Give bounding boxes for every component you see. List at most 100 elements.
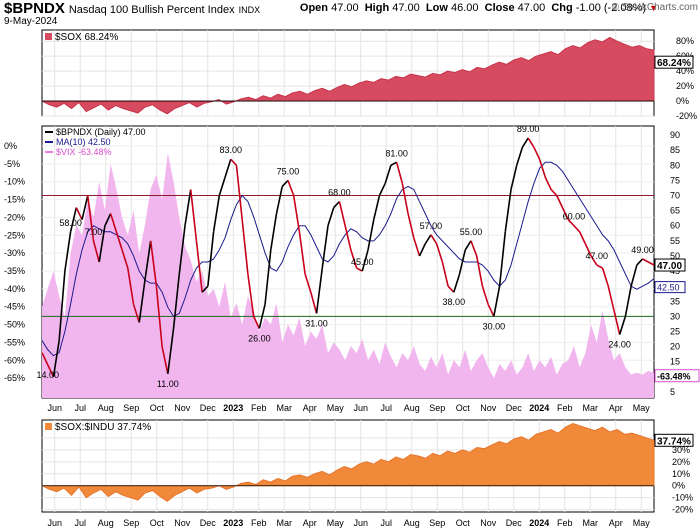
x-tick-label: Nov [480, 403, 497, 413]
y-right-tick-label: 75 [670, 175, 680, 185]
ohlc-readout: Open 47.00 High 47.00 Low 46.00 Close 47… [300, 2, 658, 14]
bpndx-segment [538, 159, 547, 178]
bpndx-segment [224, 159, 232, 178]
bpndx-segment [230, 158, 238, 166]
y-left-tick-label: -15% [4, 195, 25, 205]
ratio-legend: $SOX:$INDU 37.74% [55, 422, 151, 433]
bpndx-segment [481, 285, 489, 305]
legend-entry: $VIX -63.48% [56, 147, 112, 157]
annotation-label: 24.00 [608, 340, 631, 350]
annotation-label: 75.00 [277, 166, 300, 176]
bpndx-segment [372, 195, 381, 220]
bpndx-segment [115, 231, 123, 251]
bpndx-segment [584, 243, 592, 257]
annotation-label: 58.00 [59, 218, 82, 228]
bpndx-segment [430, 234, 438, 245]
bpndx-segment [441, 261, 449, 287]
bpndx-segment [401, 183, 409, 214]
bpndx-segment [361, 249, 369, 272]
bpndx-segment [475, 255, 484, 287]
chart-date: 9-May-2024 [4, 16, 58, 27]
bpndx-segment [384, 165, 392, 184]
x-tick-label: Jul [74, 403, 86, 413]
annotation-label: 31.00 [305, 318, 328, 328]
bpndx-segment [321, 225, 329, 269]
symbol: $BPNDX [4, 0, 65, 17]
x-tick-label: May [327, 403, 345, 413]
y-right-tick-label: 55 [670, 236, 680, 246]
y-right-tick-label: 25 [670, 327, 680, 337]
y-right-tick-label: 30 [670, 311, 680, 321]
bpndx-segment [458, 249, 467, 275]
x-tick-label: Nov [480, 518, 497, 528]
bpndx-segment [418, 243, 426, 257]
bpndx-segment [567, 219, 575, 227]
y-tick-label: -20% [672, 505, 693, 515]
bpndx-segment [138, 280, 146, 323]
x-tick-label: Dec [506, 403, 523, 413]
close-label: Close [484, 2, 515, 14]
bpndx-segment [86, 195, 95, 241]
x-tick-label: Jun [353, 518, 368, 528]
x-tick-label: Dec [506, 518, 523, 528]
bpndx-segment [550, 188, 558, 197]
low-value: 46.00 [450, 2, 479, 14]
bpndx-segment [521, 137, 529, 148]
x-tick-label: Mar [583, 518, 599, 528]
x-tick-label: Feb [557, 403, 573, 413]
bpndx-segment [464, 240, 472, 251]
bpndx-last-value: 47.00 [657, 261, 682, 272]
x-tick-label: Oct [456, 403, 471, 413]
x-tick-label: Jun [353, 403, 368, 413]
bpndx-segment [252, 316, 261, 329]
x-tick-label: Jul [380, 518, 392, 528]
bpndx-segment [75, 207, 83, 221]
x-tick-label: Jun [47, 403, 62, 413]
vix-last-value: -63.48% [657, 372, 691, 382]
value-tag [654, 258, 686, 272]
y-left-tick-label: -5% [4, 159, 20, 169]
bpndx-segment [46, 364, 55, 378]
bpndx-segment [178, 225, 186, 275]
annotation-label: 47.00 [586, 251, 609, 261]
legend-entry: $BPNDX (Daily) 47.00 [56, 127, 146, 137]
y-right-tick-label: 90 [670, 130, 680, 140]
ma-last-value: 42.50 [657, 283, 680, 293]
bpndx-segment [407, 213, 415, 239]
x-tick-label: Feb [557, 518, 573, 528]
x-tick-label: May [633, 403, 651, 413]
x-tick-label: Dec [200, 403, 217, 413]
x-tick-label: 2024 [529, 403, 549, 413]
y-left-tick-label: -25% [4, 230, 25, 240]
y-left-tick-label: 0% [4, 141, 17, 151]
legend-swatch [45, 33, 52, 40]
x-tick-label: 2024 [529, 518, 549, 528]
bpndx-segment [58, 271, 66, 341]
bpndx-segment [258, 304, 266, 329]
bpndx-segment [590, 255, 598, 266]
y-left-tick-label: -45% [4, 302, 25, 312]
bpndx-segment [350, 249, 358, 269]
bpndx-segment [527, 137, 535, 148]
y-left-tick-label: -65% [4, 373, 25, 383]
annotation-label: 45.00 [351, 257, 374, 267]
value-tag [654, 281, 686, 294]
bpndx-segment [292, 195, 301, 232]
bpndx-segment [630, 264, 638, 287]
bpndx-segment [52, 340, 60, 377]
x-tick-label: Oct [456, 518, 471, 528]
bpndx-segment [92, 240, 100, 263]
bpndx-segment [327, 207, 335, 226]
high-label: High [364, 2, 390, 14]
legend-swatch [45, 423, 52, 430]
bpndx-segment [64, 231, 72, 272]
bpndx-segment [247, 273, 255, 317]
bpndx-segment [636, 258, 644, 266]
y-left-tick-label: -50% [4, 320, 25, 330]
x-tick-label: 2023 [223, 403, 243, 413]
bpndx-segment [144, 240, 152, 281]
y-right-tick-label: 20 [670, 342, 680, 352]
annotation-label: 55.00 [460, 227, 483, 237]
bpndx-segment [69, 207, 78, 232]
